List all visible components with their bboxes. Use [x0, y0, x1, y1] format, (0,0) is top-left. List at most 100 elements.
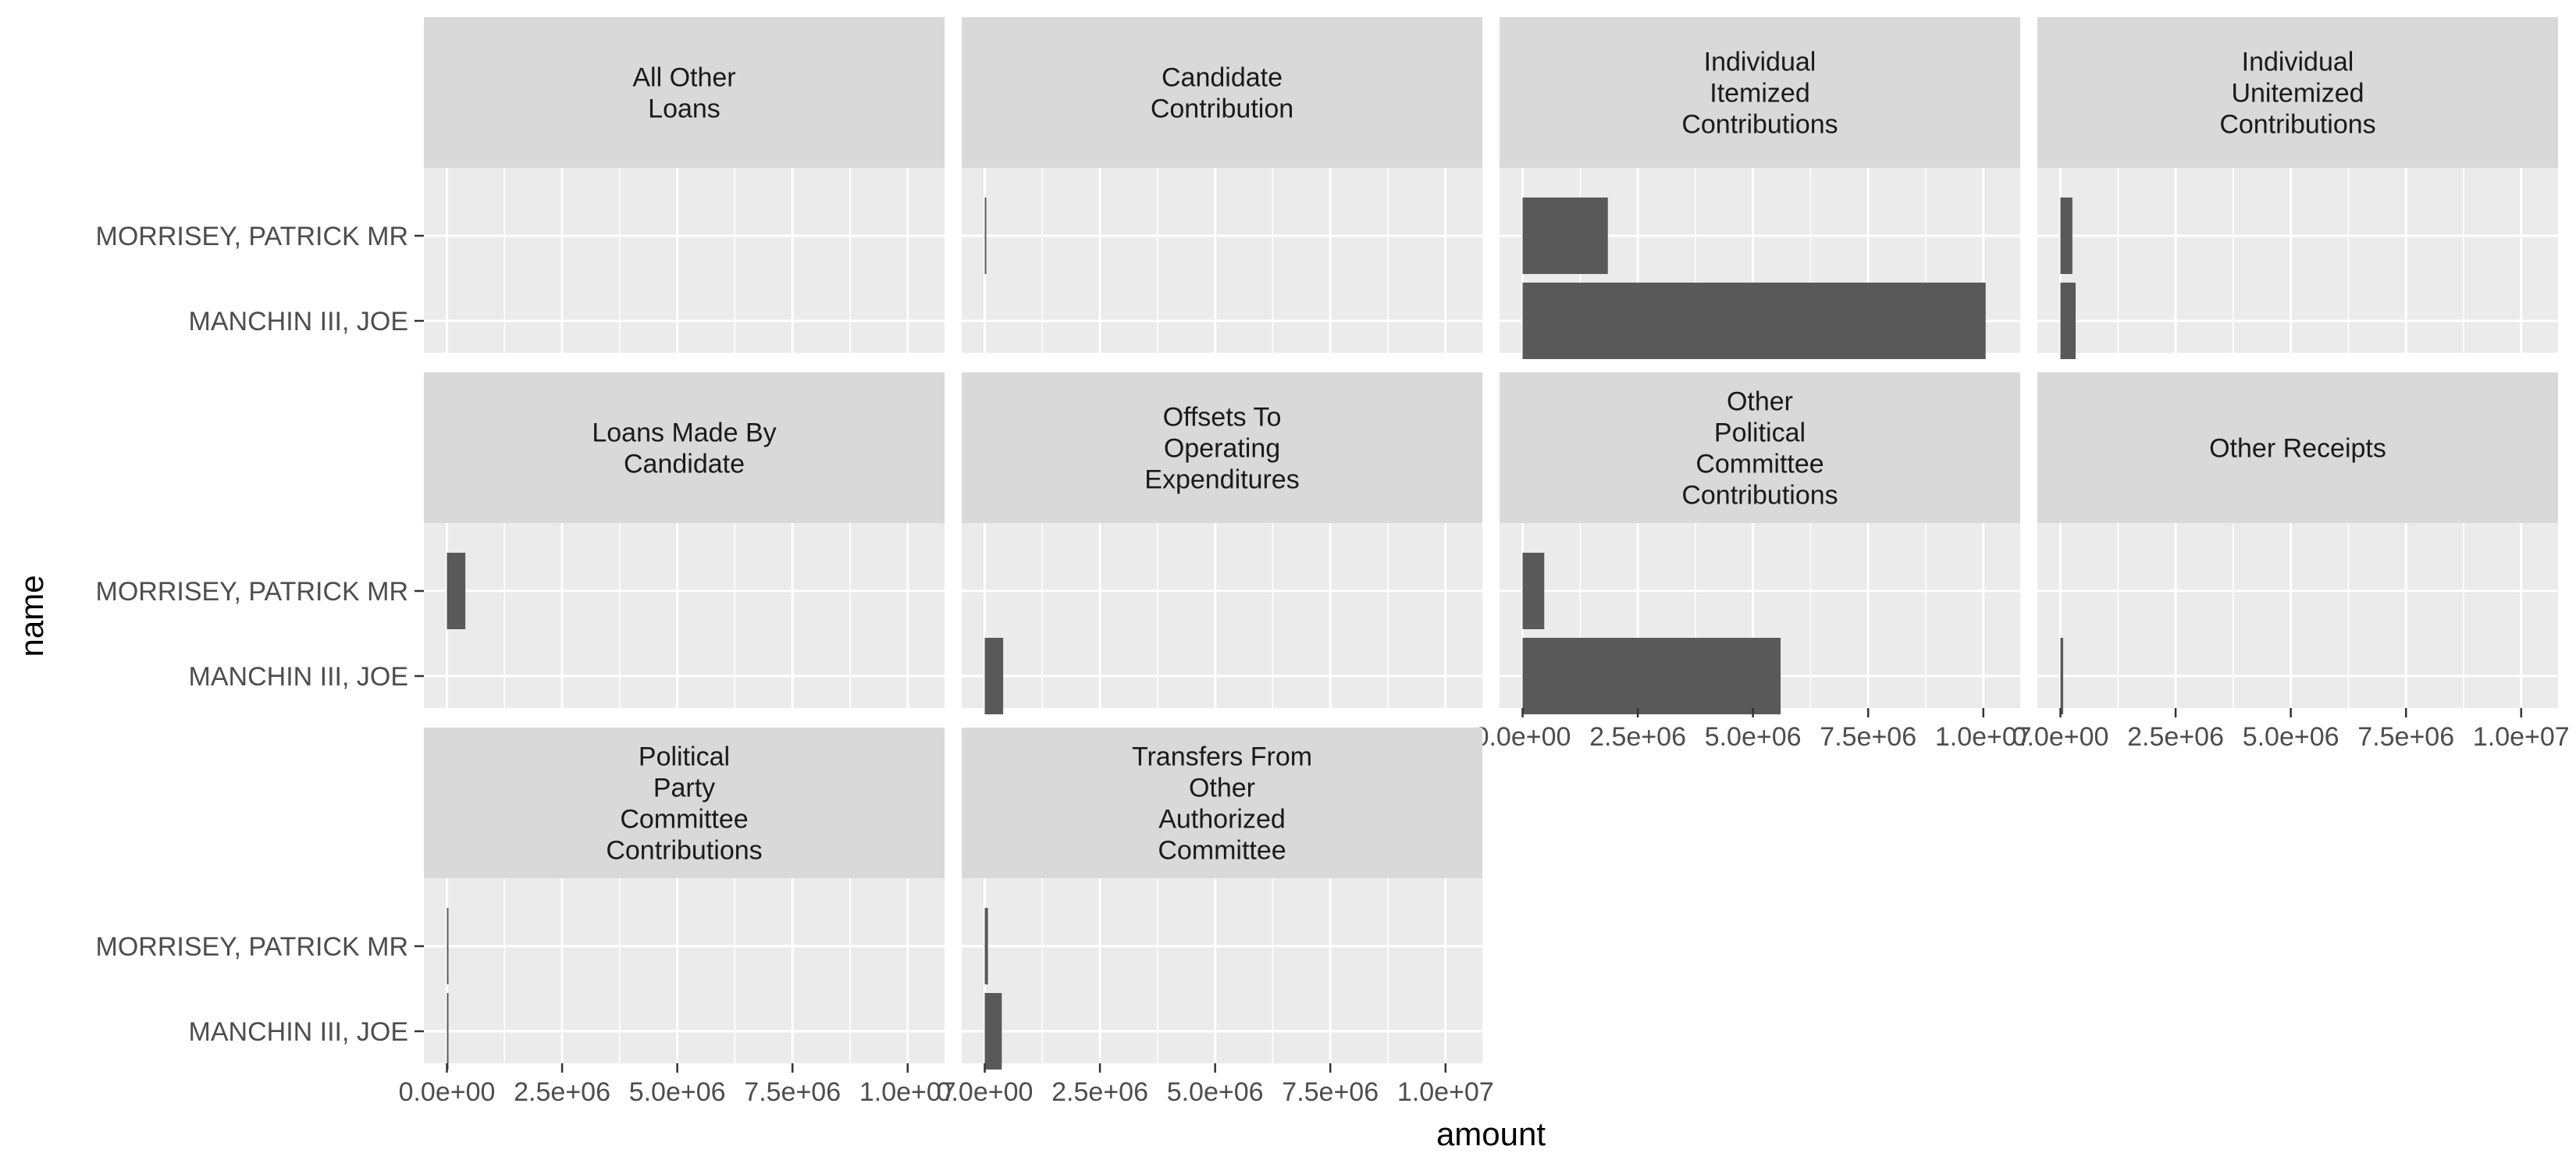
x-tick-label: 7.5e+06 [744, 1077, 841, 1107]
facet-strip [962, 728, 1482, 878]
x-tick-label: 2.5e+06 [1589, 722, 1686, 752]
x-axis-title: amount [1436, 1116, 1546, 1152]
facet-strip [2037, 17, 2558, 168]
facet-strip [962, 17, 1482, 168]
bar [984, 198, 987, 274]
x-tick-label: 5.0e+06 [629, 1077, 726, 1107]
facet-strip [1500, 372, 2020, 523]
facet-title-line: Other Receipts [2209, 434, 2386, 464]
x-tick-label: 2.5e+06 [514, 1077, 610, 1107]
x-tick-label: 7.5e+06 [2357, 722, 2454, 752]
facet-strip [962, 372, 1482, 523]
facet-panel: Other Receipts 0.0e+00 2.5e+06 5.0e+06 7.5e+… [2012, 372, 2570, 752]
x-tick-label: 1.0e+07 [859, 1077, 956, 1107]
x-tick-label: 1.0e+07 [1935, 722, 2032, 752]
facet-title-line: Political [1714, 418, 1806, 448]
facet-title-line: Unitemized [2231, 79, 2364, 109]
facet-strip [2037, 372, 2558, 523]
x-tick-label: 1.0e+07 [1397, 1077, 1494, 1107]
y-tick-label: MANCHIN III, JOE [189, 1017, 408, 1047]
x-tick-label: 5.0e+06 [1167, 1077, 1264, 1107]
x-tick-label: 2.5e+06 [1051, 1077, 1148, 1107]
facet-title-line: Itemized [1710, 79, 1810, 109]
bar [2060, 638, 2064, 714]
facet-title-line: Political [639, 742, 730, 772]
facet-title-line: Committee [620, 805, 748, 835]
bar [2060, 283, 2076, 359]
bar [1522, 283, 1986, 359]
y-tick-label: MORRISEY, PATRICK MR [96, 577, 409, 607]
panel-background [962, 523, 1482, 708]
panel-background [2037, 168, 2558, 353]
bar [984, 993, 1002, 1070]
facet-title-line: Other [1727, 387, 1793, 417]
y-tick-label: MORRISEY, PATRICK MR [96, 222, 409, 251]
facet-title-line: Committee [1158, 836, 1286, 866]
x-tick-label: 1.0e+07 [2473, 722, 2570, 752]
facet-title-line: All Other [632, 63, 735, 93]
x-tick-label: 0.0e+00 [2012, 722, 2109, 752]
y-tick-label: MORRISEY, PATRICK MR [96, 932, 409, 962]
facet-title-line: Loans Made By [592, 418, 776, 448]
bar [447, 908, 449, 984]
facet-title-line: Contribution [1151, 94, 1293, 124]
panel-background [424, 523, 945, 708]
y-tick-label: MANCHIN III, JOE [189, 307, 408, 336]
bar [984, 908, 988, 984]
facet-title-line: Party [653, 774, 715, 803]
facet-title-line: Expenditures [1144, 465, 1299, 495]
facet-title-line: Candidate [624, 450, 745, 479]
facet-title-line: Authorized [1158, 805, 1286, 835]
y-tick-label: MANCHIN III, JOE [189, 662, 408, 692]
y-axis-title: name [13, 575, 50, 657]
facet-title-line: Contributions [1681, 110, 1838, 140]
panel-background [424, 168, 945, 353]
facet-title-line: Individual [2242, 48, 2354, 77]
bar [1522, 553, 1545, 629]
x-tick-label: 7.5e+06 [1820, 722, 1916, 752]
facet-title-line: Transfers From [1132, 742, 1312, 772]
facet-strip [424, 372, 945, 523]
facet-title-line: Committee [1695, 450, 1823, 479]
facet-strip [424, 17, 945, 168]
bar [2060, 198, 2073, 274]
facet-title-line: Offsets To [1163, 403, 1282, 432]
panel-background [962, 168, 1482, 353]
facet-title-line: Loans [648, 94, 720, 124]
facet-title-line: Contributions [1681, 481, 1838, 511]
panel-background [962, 878, 1482, 1063]
panel-background [2037, 523, 2558, 708]
facet-title-line: Operating [1164, 434, 1280, 464]
x-tick-label: 5.0e+06 [2243, 722, 2339, 752]
facet-strip [1500, 17, 2020, 168]
facet-title-line: Other [1189, 774, 1255, 803]
facet-title-line: Contributions [2219, 110, 2375, 140]
facet-title-line: Contributions [606, 836, 762, 866]
x-tick-label: 0.0e+00 [399, 1077, 496, 1107]
panel-background [424, 878, 945, 1063]
x-tick-label: 7.5e+06 [1282, 1077, 1379, 1107]
bar [984, 638, 1004, 714]
x-tick-label: 2.5e+06 [2127, 722, 2224, 752]
facet-strip [424, 728, 945, 878]
facet-title-line: Individual [1704, 48, 1816, 77]
bar [1522, 198, 1608, 274]
x-tick-label: 0.0e+00 [937, 1077, 1034, 1107]
bar [447, 993, 449, 1070]
bar [447, 553, 466, 629]
facet-title-line: Candidate [1162, 63, 1283, 93]
x-tick-label: 0.0e+00 [1475, 722, 1571, 752]
bar [1522, 638, 1781, 714]
x-tick-label: 5.0e+06 [1705, 722, 1802, 752]
